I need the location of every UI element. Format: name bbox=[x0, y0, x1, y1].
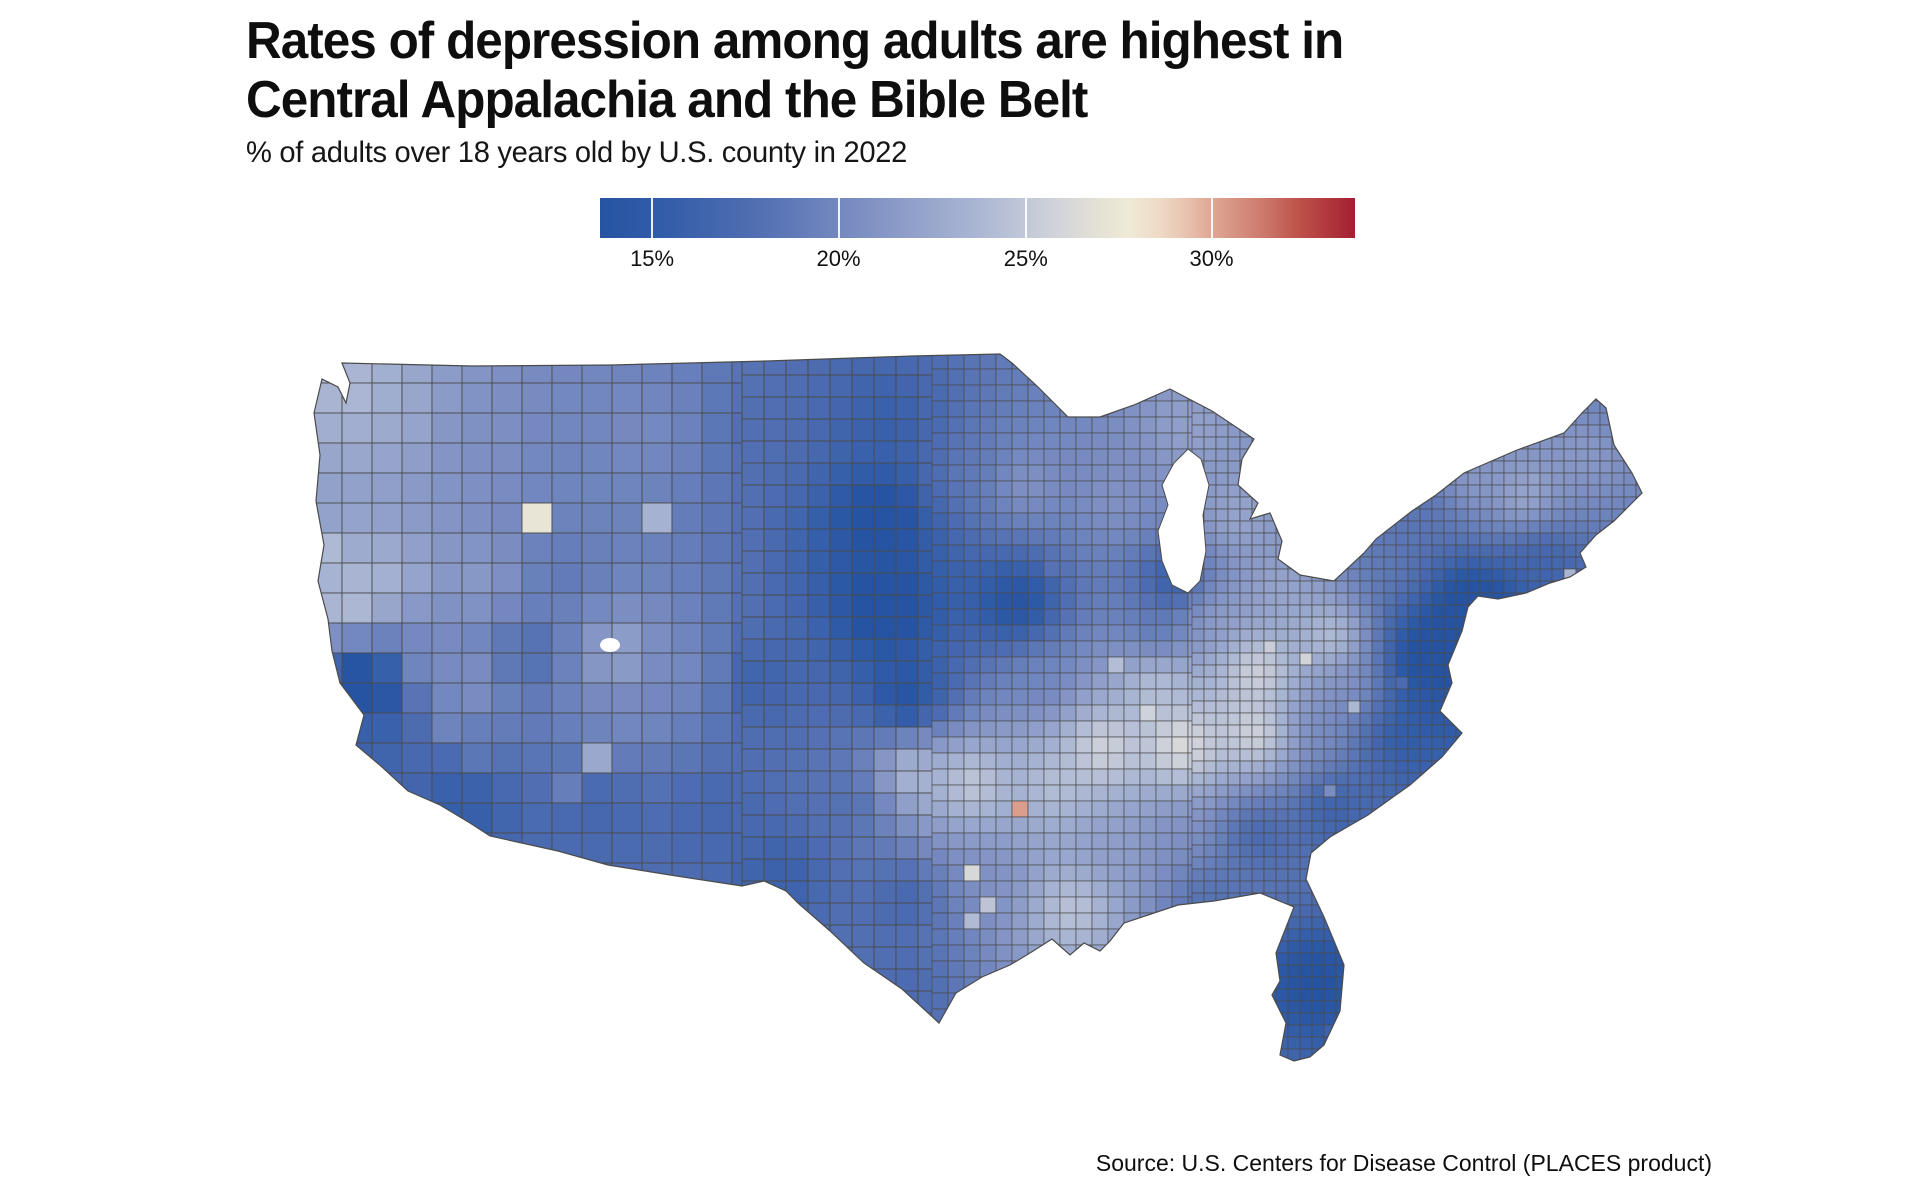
legend-tick bbox=[1024, 198, 1027, 238]
legend-tick-label: 25% bbox=[1003, 246, 1048, 271]
source-note: Source: U.S. Centers for Disease Control… bbox=[1095, 1150, 1712, 1176]
legend-tick bbox=[651, 198, 654, 238]
legend-tick-label: 15% bbox=[630, 246, 675, 271]
great-salt-lake bbox=[600, 638, 620, 652]
map bbox=[312, 353, 1643, 1065]
page-subtitle: % of adults over 18 years old by U.S. co… bbox=[246, 136, 908, 169]
us-county-choropleth-map bbox=[313, 353, 1643, 1062]
us-outline bbox=[313, 353, 1643, 1062]
legend-tick-label: 30% bbox=[1189, 246, 1234, 271]
legend-tick-label: 20% bbox=[816, 246, 861, 271]
legend-tick bbox=[837, 198, 840, 238]
page-title-line1: Rates of depression among adults are hig… bbox=[246, 12, 1344, 70]
page-title: Rates of depression among adults are hig… bbox=[246, 12, 1344, 130]
legend-gradient-bar bbox=[600, 198, 1355, 238]
legend-tick bbox=[1210, 198, 1213, 238]
page-title-line2: Central Appalachia and the Bible Belt bbox=[246, 71, 1088, 129]
county-mosaic bbox=[314, 354, 1642, 1061]
color-legend: 15% 20% 25% 30% bbox=[600, 198, 1355, 271]
lake-michigan bbox=[1157, 448, 1210, 594]
